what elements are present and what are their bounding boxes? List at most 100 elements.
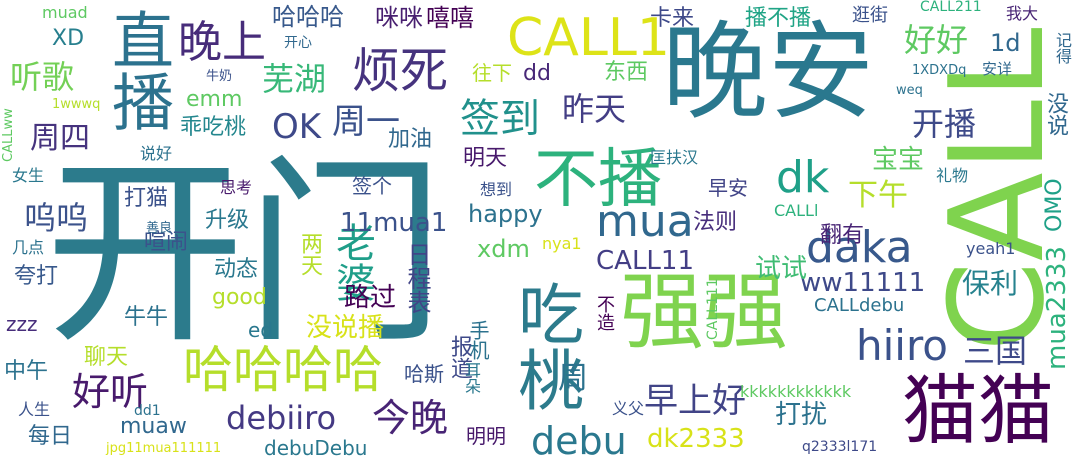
cloud-word: 早上好 xyxy=(644,381,746,421)
cloud-word: 没说播 xyxy=(306,313,385,343)
cloud-word: xdm xyxy=(477,235,530,263)
cloud-word: 耳朵 xyxy=(462,362,481,394)
cloud-word: nya1 xyxy=(542,234,582,253)
cloud-word: 牛奶 xyxy=(206,69,233,84)
cloud-word: OK xyxy=(272,107,322,147)
cloud-word: 我大 xyxy=(1006,4,1039,23)
cloud-word: 思考 xyxy=(220,178,253,197)
cloud-word: debiiro xyxy=(226,399,337,437)
cloud-word: 路过 xyxy=(344,283,397,313)
cloud-word: CALLww xyxy=(1,108,16,162)
cloud-word: debuDebu xyxy=(264,436,368,460)
cloud-word: 法则 xyxy=(693,210,738,235)
cloud-word: 试试 xyxy=(755,254,808,284)
cloud-word: 烦死 xyxy=(352,43,449,99)
cloud-word: muaw xyxy=(120,414,187,439)
cloud-word: 明天 xyxy=(463,146,508,171)
cloud-word: hiiro xyxy=(856,321,948,370)
cloud-word: 早安 xyxy=(708,176,748,200)
cloud-word: jpg11mua111111 xyxy=(106,441,222,456)
cloud-word: mua xyxy=(596,196,694,247)
cloud-word: 两天 xyxy=(297,232,322,276)
cloud-word: 善良 xyxy=(146,221,173,236)
cloud-word: 礼物 xyxy=(936,166,969,185)
cloud-word: 晚上 xyxy=(178,17,266,68)
cloud-word: 明明 xyxy=(466,424,506,448)
cloud-word: 逛街 xyxy=(852,5,888,26)
cloud-word: 哈斯 xyxy=(404,362,444,386)
cloud-word: 呜呜 xyxy=(24,199,89,237)
cloud-word: 嘻嘻 xyxy=(426,4,474,32)
cloud-word: 1d xyxy=(990,29,1021,57)
cloud-word: 动态 xyxy=(214,257,259,282)
cloud-word: 想到 xyxy=(480,180,513,199)
cloud-word: 喧闹 xyxy=(144,230,189,255)
cloud-word: 今晚 xyxy=(372,396,449,440)
cloud-word: 打扰 xyxy=(775,400,828,430)
cloud-word: 哈哈哈哈 xyxy=(183,341,383,399)
cloud-word: zzz xyxy=(6,312,38,336)
cloud-word: 女生 xyxy=(12,166,45,185)
cloud-word: 周一 xyxy=(332,102,400,142)
cloud-word: q2333l171 xyxy=(802,439,878,455)
cloud-word: 牛牛 xyxy=(124,305,169,330)
cloud-word: 1XDXDq xyxy=(912,63,967,78)
cloud-word: CALL11 xyxy=(596,246,694,276)
cloud-word: 猫猫 xyxy=(902,366,1054,455)
cloud-word: 安详 xyxy=(982,60,1013,78)
cloud-word: 乖吃桃 xyxy=(180,115,247,140)
cloud-word: 卡来 xyxy=(650,6,695,31)
cloud-word: 开心 xyxy=(284,35,312,51)
cloud-word: 老婆 xyxy=(329,222,375,302)
cloud-word: 强强 xyxy=(620,263,789,361)
cloud-word: emm xyxy=(186,87,243,112)
cloud-word: kkkkkkkkkkkk xyxy=(740,382,852,401)
cloud-word: 没说 xyxy=(1043,92,1068,136)
cloud-word: CALL1 xyxy=(507,8,670,68)
cloud-word: 记得 xyxy=(1053,32,1072,64)
cloud-word: 宝宝 xyxy=(872,145,925,175)
cloud-word: 三国 xyxy=(963,332,1028,370)
cloud-word: CALLdebu xyxy=(814,295,905,316)
cloud-word: happy xyxy=(468,200,543,228)
cloud-word: daka xyxy=(806,222,913,273)
cloud-word: 不播 xyxy=(534,143,662,217)
cloud-word: CALL211 xyxy=(920,0,982,15)
cloud-word: 直播 xyxy=(101,8,174,132)
cloud-word: 手机 xyxy=(466,320,490,360)
cloud-word: 周四 xyxy=(30,121,90,156)
cloud-word: 吃桃 xyxy=(507,280,584,412)
cloud-word: 昨天 xyxy=(562,90,627,128)
cloud-word: 签个 xyxy=(352,174,392,198)
cloud-word: 11mua1 xyxy=(340,208,448,238)
cloud-word: 东西 xyxy=(604,60,649,85)
cloud-word: 开播 xyxy=(912,105,977,143)
cloud-word: 说好 xyxy=(140,144,173,163)
cloud-word: ww11111 xyxy=(800,268,926,298)
cloud-word: 报道 xyxy=(447,335,472,379)
cloud-word: 晚安 xyxy=(662,11,874,134)
cloud-word: dk2333 xyxy=(647,424,745,454)
cloud-word: dd xyxy=(523,61,551,86)
cloud-word: good xyxy=(212,285,267,310)
cloud-word: 往下 xyxy=(472,61,512,85)
cloud-word: dk xyxy=(776,152,830,203)
cloud-word: yeah1 xyxy=(966,239,1016,258)
cloud-word: 听歌 xyxy=(10,58,75,96)
cloud-word: XD xyxy=(52,26,85,51)
cloud-word: debu xyxy=(531,419,627,463)
cloud-word: 匡扶汉 xyxy=(650,148,699,167)
cloud-word: 几点 xyxy=(12,238,45,257)
cloud-word: 打猫 xyxy=(124,186,169,211)
cloud-word: 每日 xyxy=(28,424,73,449)
cloud-word: 好听 xyxy=(72,370,149,414)
cloud-word: 中午 xyxy=(4,359,49,384)
cloud-word: 人生 xyxy=(18,400,51,419)
cloud-word: 咪咪 xyxy=(375,4,423,32)
cloud-word: 聊天 xyxy=(84,345,129,370)
cloud-word: 翻有 xyxy=(820,223,865,248)
cloud-word: 不造 xyxy=(594,295,615,331)
cloud-word: 播不播 xyxy=(745,6,812,31)
cloud-word: weq xyxy=(896,83,923,98)
